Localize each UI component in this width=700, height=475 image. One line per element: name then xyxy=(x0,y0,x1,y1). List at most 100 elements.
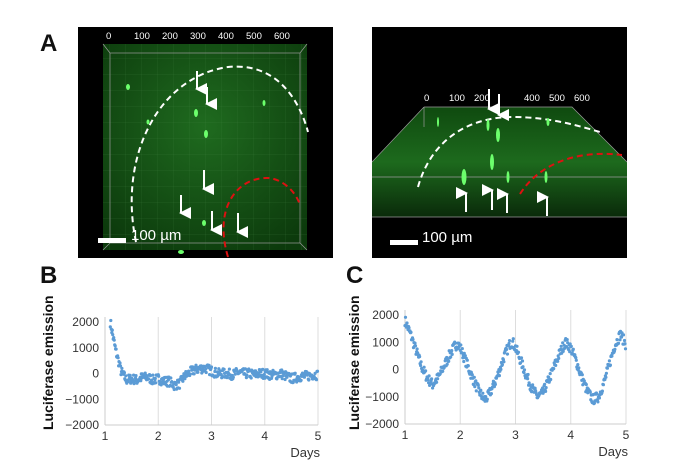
data-point xyxy=(559,344,563,348)
data-point xyxy=(424,369,428,373)
data-point xyxy=(194,363,198,367)
data-point xyxy=(280,368,284,372)
axis-tick-label: 600 xyxy=(574,93,590,104)
axis-tick-label: 500 xyxy=(549,93,565,104)
tissue-volume xyxy=(372,107,627,217)
fluorescent-cells xyxy=(437,117,550,185)
data-point xyxy=(192,372,196,376)
x-tick-label: 1 xyxy=(402,428,409,442)
data-point xyxy=(605,366,609,370)
data-point xyxy=(262,372,266,377)
data-point xyxy=(502,360,506,364)
data-point xyxy=(222,367,226,371)
data-point xyxy=(577,366,581,370)
data-point xyxy=(543,382,547,386)
axis-tick-label: 400 xyxy=(218,31,234,42)
x-tick-label: 3 xyxy=(512,428,519,442)
axis-tick-label: 300 xyxy=(190,31,206,42)
data-point xyxy=(615,338,619,342)
data-point xyxy=(204,367,208,371)
data-point xyxy=(516,350,521,354)
data-point xyxy=(610,354,614,358)
data-point xyxy=(622,338,627,343)
microscopy-image-top-view: 0 100 200 300 400 500 600 xyxy=(78,27,333,258)
fluorescent-cells xyxy=(126,84,266,254)
data-point xyxy=(485,397,489,401)
data-point xyxy=(462,351,466,355)
scale-bar-label: 100 µm xyxy=(422,229,473,246)
data-point xyxy=(520,359,525,363)
data-point xyxy=(576,363,580,367)
axis-tick-label: 200 xyxy=(474,93,490,104)
data-point xyxy=(544,386,548,390)
data-point xyxy=(522,368,527,372)
data-point xyxy=(548,372,552,376)
data-point xyxy=(285,375,289,379)
data-point xyxy=(170,380,174,384)
data-point xyxy=(557,356,561,360)
data-point xyxy=(462,359,466,364)
x-axis-label: Days xyxy=(290,445,320,460)
data-point xyxy=(507,341,511,346)
axis-tick-label: 600 xyxy=(274,31,290,42)
data-point xyxy=(112,336,116,340)
data-point xyxy=(466,364,470,368)
x-axis-label: Days xyxy=(598,444,628,459)
data-point xyxy=(231,375,235,379)
data-point xyxy=(113,344,117,348)
data-point xyxy=(122,371,126,375)
data-series xyxy=(108,318,320,392)
panel-label-c: C xyxy=(346,262,364,289)
data-point xyxy=(616,341,621,345)
data-point xyxy=(177,386,182,390)
data-point xyxy=(484,395,488,399)
data-point xyxy=(601,383,605,387)
data-point xyxy=(544,389,548,393)
dashed-boundary-red xyxy=(222,176,301,258)
data-point xyxy=(118,361,122,365)
data-point xyxy=(172,387,176,392)
data-point xyxy=(561,349,565,353)
data-point xyxy=(623,342,627,346)
data-point xyxy=(608,363,612,367)
x-tick-label: 4 xyxy=(261,429,268,443)
data-point xyxy=(148,374,153,378)
data-point xyxy=(427,374,431,378)
data-point xyxy=(623,347,628,351)
data-point xyxy=(528,383,532,387)
data-point xyxy=(111,333,115,337)
x-tick-label: 5 xyxy=(623,428,630,442)
data-point xyxy=(407,326,411,330)
data-point xyxy=(607,359,611,363)
axis-tick-label: 0 xyxy=(106,31,111,42)
dashed-boundary-white xyxy=(417,115,601,188)
data-point xyxy=(431,386,435,390)
data-point xyxy=(604,375,608,379)
data-point xyxy=(315,369,320,373)
data-point xyxy=(460,351,464,355)
data-point xyxy=(449,355,453,359)
data-point xyxy=(153,376,157,380)
data-point xyxy=(549,377,553,382)
data-point xyxy=(426,378,430,382)
data-point xyxy=(477,386,481,390)
data-point xyxy=(522,370,526,375)
data-point xyxy=(213,369,217,374)
data-point xyxy=(582,379,586,383)
chart-c: 1 2 3 4 5 2000 1000 0 −1000 −2000 Days xyxy=(365,308,630,459)
data-point xyxy=(244,376,248,380)
data-point xyxy=(618,338,622,342)
data-point xyxy=(151,373,155,377)
data-point xyxy=(481,391,485,395)
data-point xyxy=(556,359,560,363)
data-point xyxy=(154,381,158,385)
data-point xyxy=(307,378,311,382)
data-point xyxy=(207,363,211,367)
x-tick-label: 5 xyxy=(315,429,322,443)
data-point xyxy=(541,386,545,390)
data-point xyxy=(182,372,186,376)
data-point xyxy=(521,365,525,369)
data-point xyxy=(493,382,497,386)
data-point xyxy=(405,321,409,325)
data-point xyxy=(479,388,483,392)
